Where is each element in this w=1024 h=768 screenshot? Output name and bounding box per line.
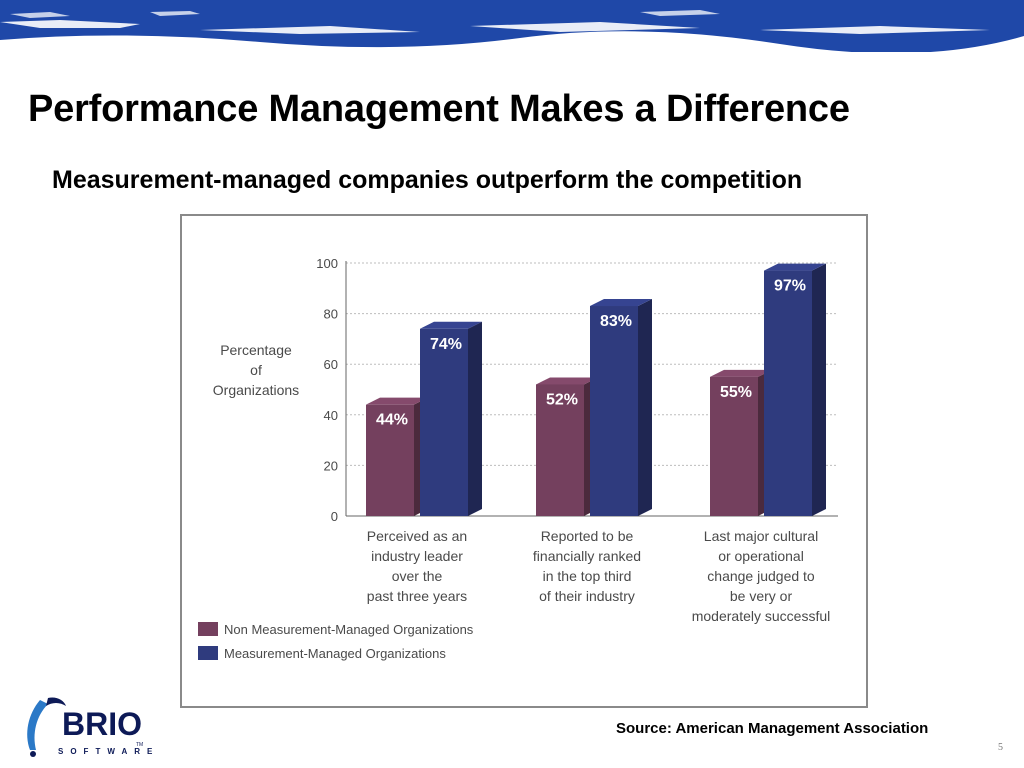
slide-title: Performance Management Makes a Differenc… [28, 88, 850, 130]
bar-measurement-side [468, 321, 482, 516]
y-tick-label: 40 [324, 408, 338, 423]
logo-subtext: SOFTWARE [58, 747, 160, 756]
x-category-label-line: moderately successful [692, 608, 831, 624]
y-axis-title-line: Percentage [220, 342, 292, 358]
bar-measurement [590, 306, 638, 516]
x-category-label-line: in the top third [543, 568, 632, 584]
bar-measurement-top [764, 263, 826, 271]
page-number: 5 [998, 742, 1003, 753]
bar-non-measurement [536, 384, 584, 516]
bar-measurement [764, 270, 812, 516]
y-tick-label: 60 [324, 357, 338, 372]
bar-value-label: 97% [774, 278, 806, 295]
y-axis-title-line: Organizations [213, 382, 299, 398]
brio-software-logo: BRIO SOFTWARE TM [22, 694, 152, 760]
bar-measurement-side [638, 299, 652, 516]
bar-non-measurement-top [710, 369, 772, 377]
bar-non-measurement-top [366, 397, 428, 405]
bar-chart: 0 20 40 60 80 100 Percentage of Organizations 44%… [198, 256, 838, 661]
bar-measurement-top [590, 299, 652, 307]
bar-value-label: 52% [546, 391, 578, 408]
bar-non-measurement [366, 404, 414, 516]
x-category-label-line: Last major cultural [704, 528, 818, 544]
x-category-label-line: past three years [367, 588, 467, 604]
y-tick-label: 20 [324, 458, 338, 473]
legend-entry-label: Non Measurement-Managed Organizations [224, 622, 474, 637]
bar-measurement [420, 328, 468, 516]
slide-subtitle: Measurement-managed companies outperform… [52, 166, 803, 194]
x-category-label-line: Perceived as an [367, 528, 467, 544]
top-decorative-band [0, 0, 1024, 52]
legend-swatch [198, 646, 218, 660]
source-note: Source: American Management Association [616, 720, 929, 737]
x-category-label-line: Reported to be [541, 528, 634, 544]
x-category-label-line: be very or [730, 588, 793, 604]
x-category-label-line: over the [392, 568, 443, 584]
x-category-label-line: or operational [718, 548, 804, 564]
bar-value-label: 74% [430, 336, 462, 353]
x-category-label-line: of their industry [539, 588, 635, 604]
bar-measurement-side [812, 263, 826, 516]
y-axis-title-line: of [250, 362, 262, 378]
logo-trademark: TM [136, 742, 144, 748]
y-tick-label: 0 [331, 509, 338, 524]
legend-entry-label: Measurement-Managed Organizations [224, 646, 446, 661]
bar-measurement-top [420, 321, 482, 329]
bar-value-label: 83% [600, 313, 632, 330]
legend-swatch [198, 622, 218, 636]
y-tick-label: 80 [324, 307, 338, 322]
x-category-label-line: change judged to [707, 568, 815, 584]
logo-swoosh-icon [27, 697, 66, 757]
x-category-label-line: financially ranked [533, 548, 641, 564]
y-tick-label: 100 [316, 256, 338, 271]
bar-non-measurement [710, 376, 758, 516]
bar-value-label: 44% [376, 412, 408, 429]
bar-value-label: 55% [720, 384, 752, 401]
chart-frame: 0 20 40 60 80 100 Percentage of Organizations 44%… [180, 214, 868, 708]
bar-non-measurement-top [536, 377, 598, 385]
logo-wordmark: BRIO [62, 706, 142, 742]
x-category-label-line: industry leader [371, 548, 463, 564]
